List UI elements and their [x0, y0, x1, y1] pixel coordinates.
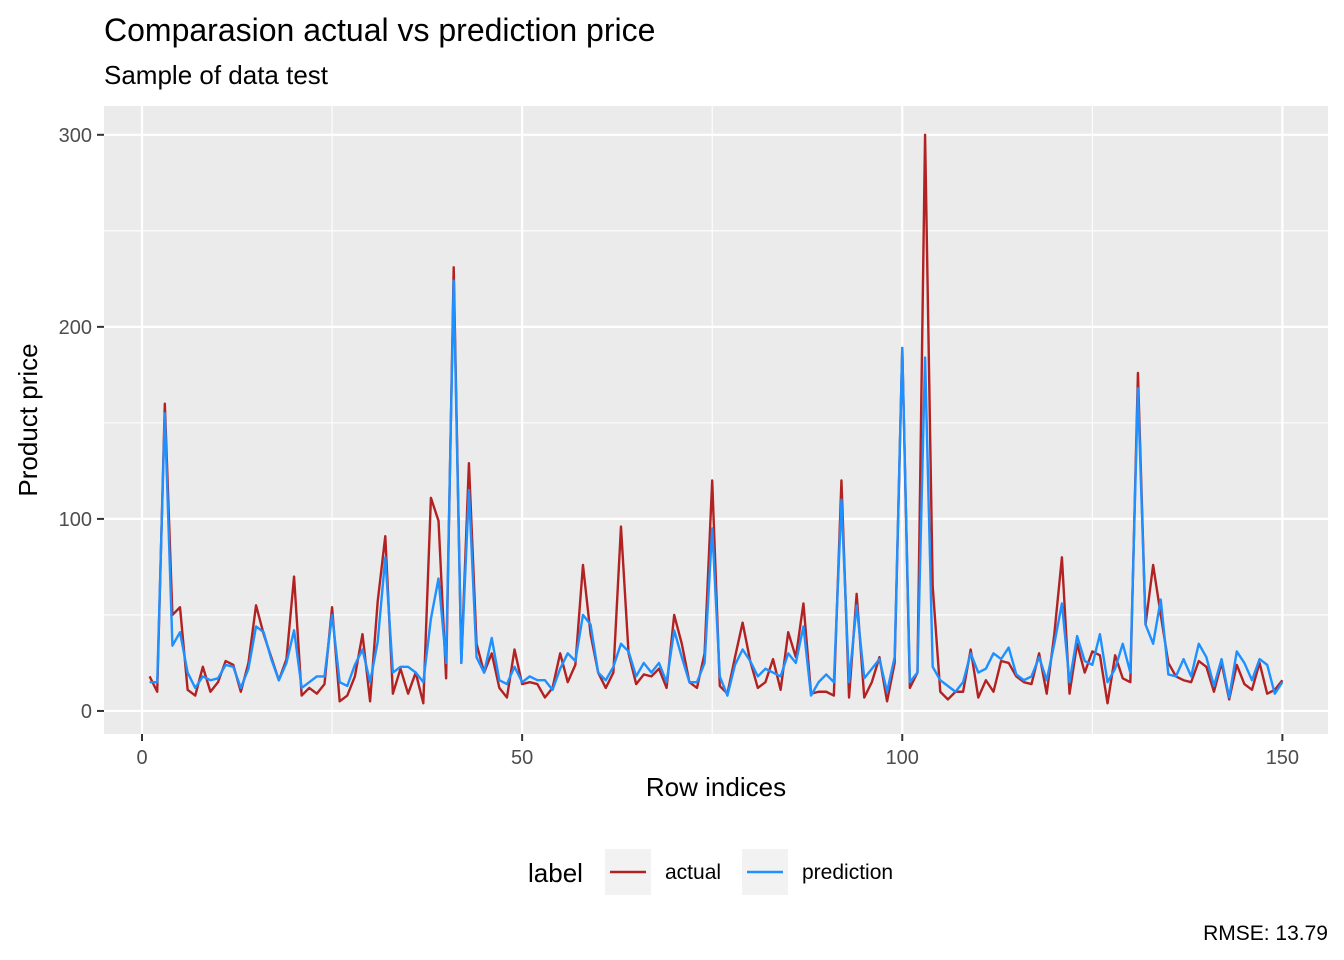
- x-tick-label: 50: [511, 747, 533, 769]
- chart-title: Comparasion actual vs prediction price: [104, 12, 655, 48]
- x-tick-label: 0: [136, 747, 147, 769]
- y-tick-label: 100: [59, 509, 92, 531]
- y-axis-ticks: 0 100 200 300: [59, 125, 104, 723]
- legend-label-prediction: prediction: [802, 861, 893, 884]
- y-tick-label: 200: [59, 317, 92, 339]
- series-line-prediction: [149, 279, 1284, 699]
- x-tick-label: 150: [1266, 747, 1299, 769]
- legend: label actual prediction: [528, 849, 893, 895]
- series-lines: [148, 133, 1284, 705]
- legend-label-actual: actual: [665, 861, 721, 884]
- x-tick-label: 100: [886, 747, 919, 769]
- x-axis-ticks: 0 50 100 150: [136, 734, 1299, 769]
- rmse-caption: RMSE: 13.79: [1203, 922, 1328, 945]
- legend-title: label: [528, 858, 583, 888]
- y-tick-label: 300: [59, 125, 92, 147]
- y-axis-label: Product price: [13, 343, 43, 496]
- x-axis-label: Row indices: [646, 772, 786, 802]
- plot-panel: [104, 106, 1328, 734]
- y-tick-label: 0: [81, 701, 92, 723]
- grid: [104, 106, 1328, 734]
- chart-subtitle: Sample of data test: [104, 60, 329, 90]
